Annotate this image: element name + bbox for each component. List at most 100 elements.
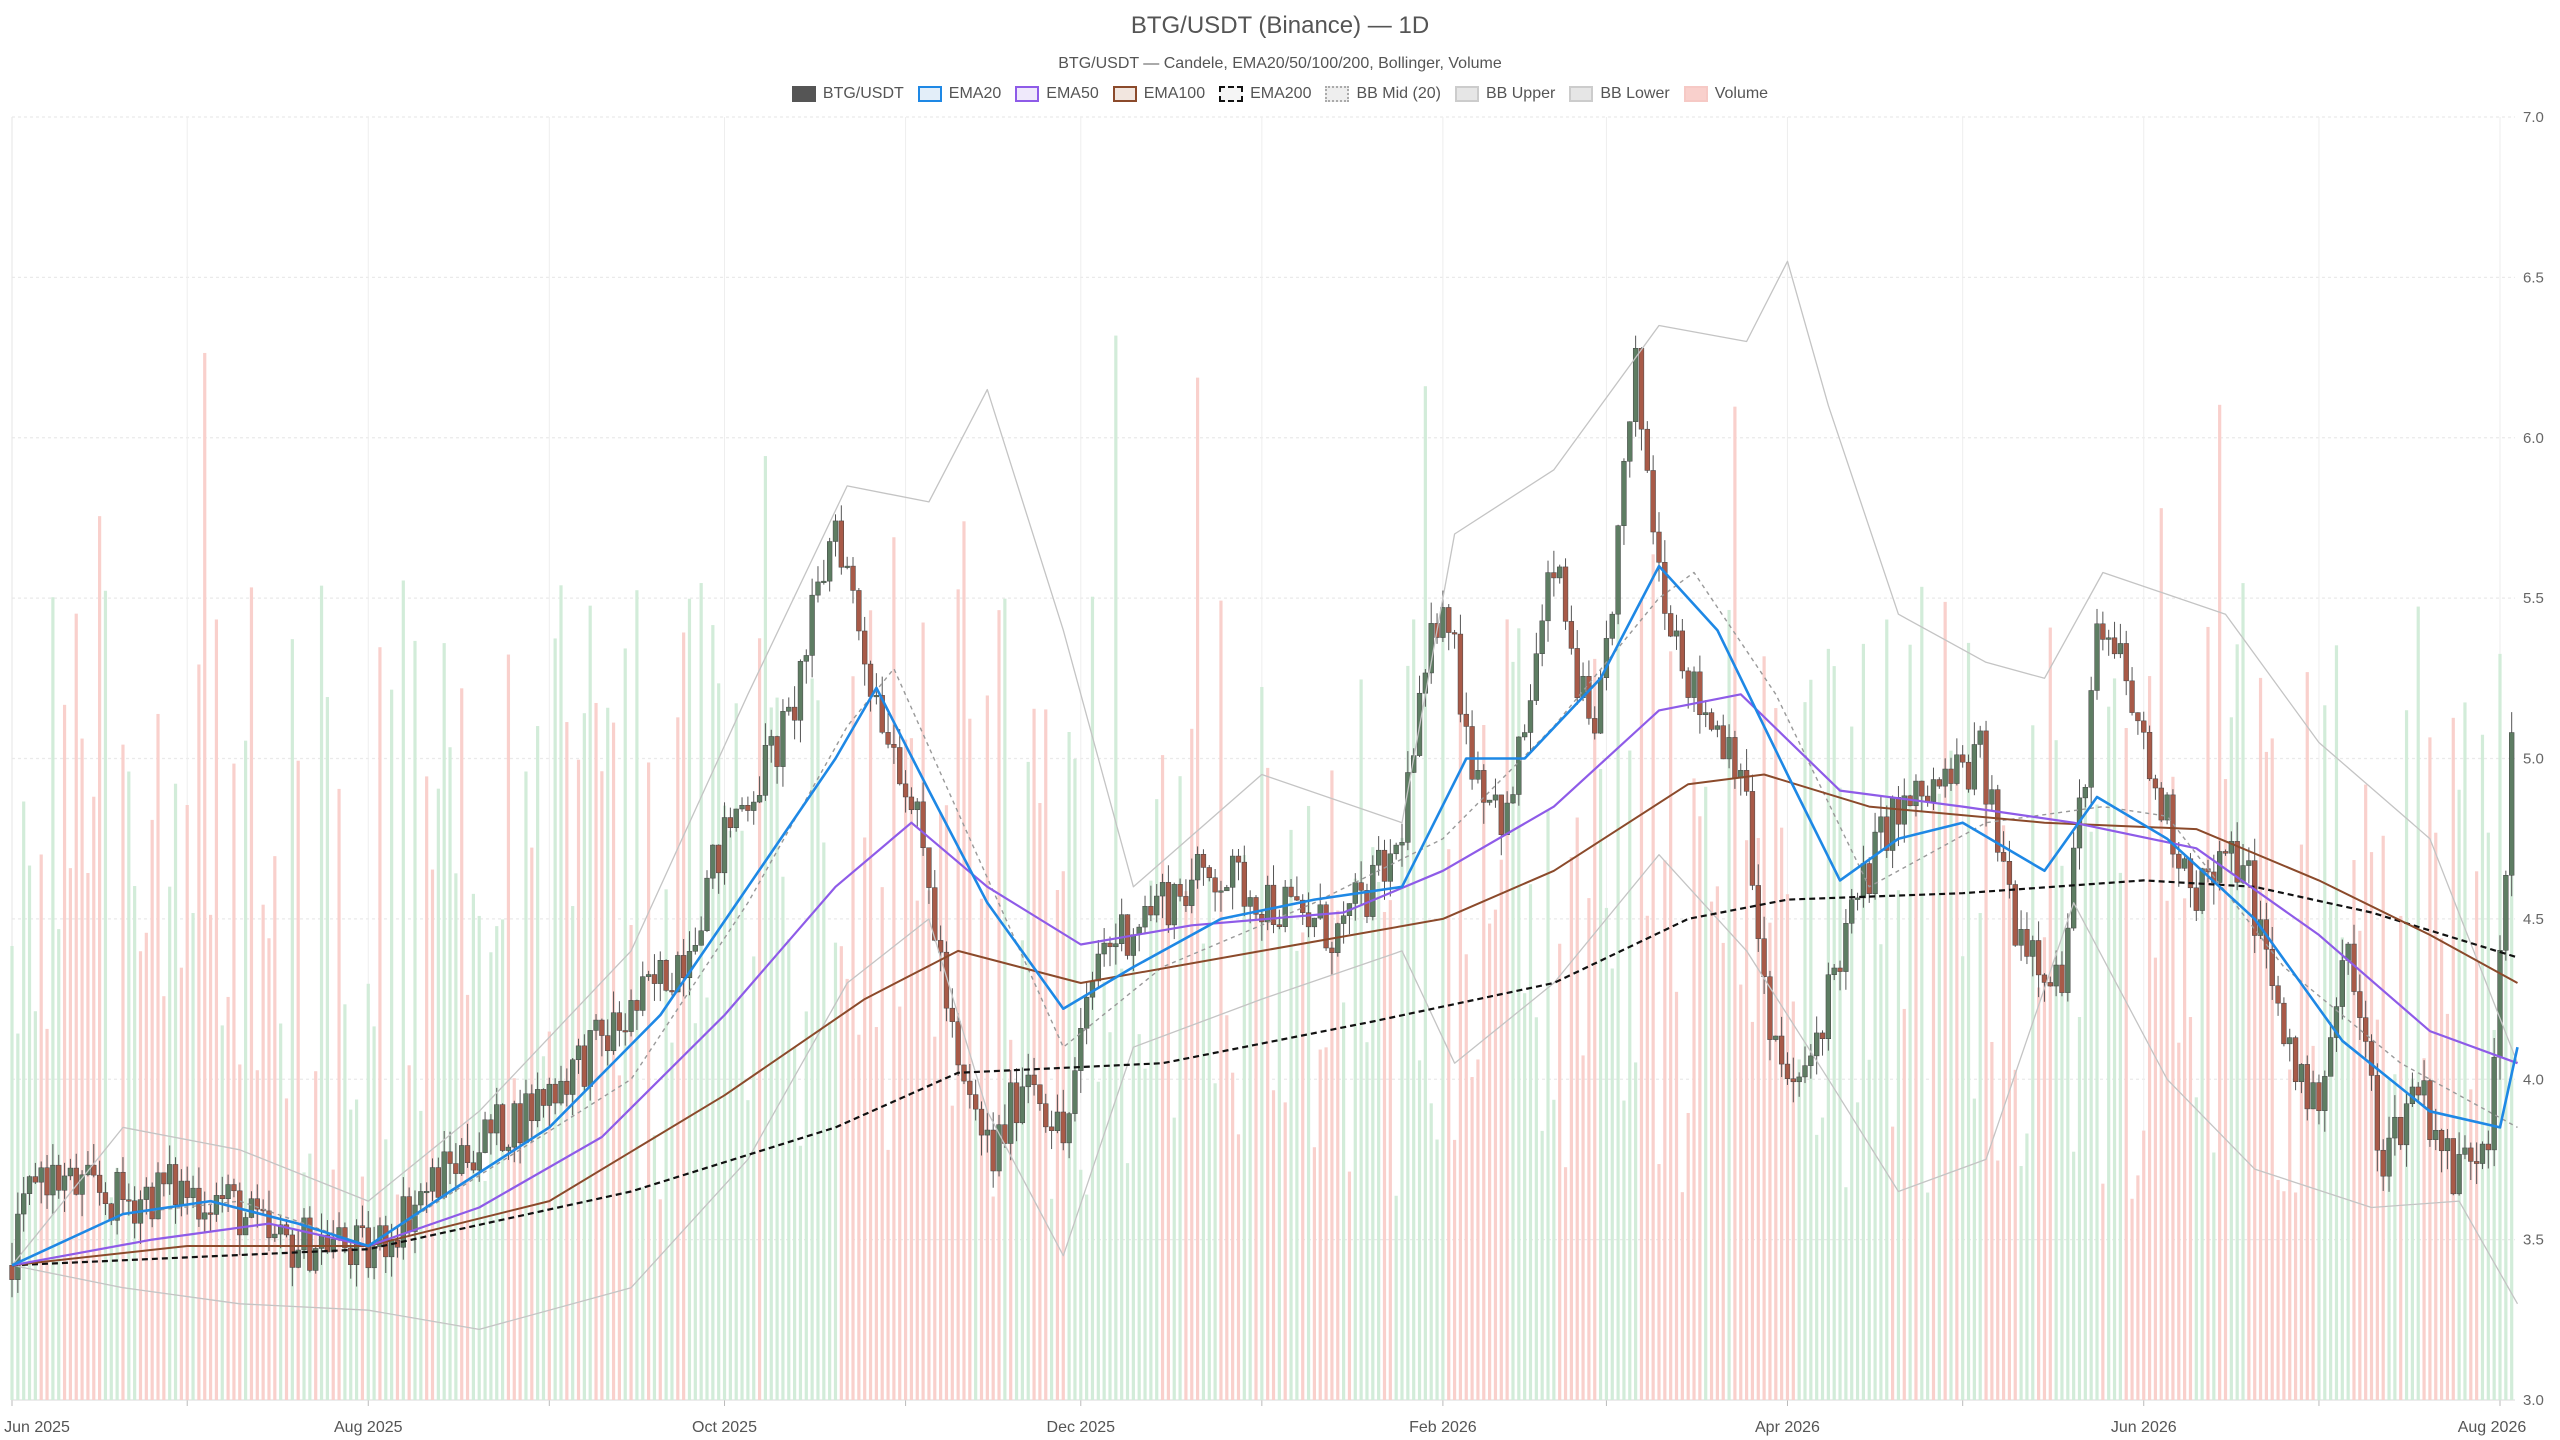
volume-bar <box>1663 860 1667 1400</box>
volume-bar <box>1295 950 1299 1400</box>
volume-bar <box>2375 1019 2379 1400</box>
volume-bar <box>956 589 960 1400</box>
legend-item[interactable]: EMA20 <box>917 85 1001 103</box>
candle-body <box>283 1224 290 1236</box>
volume-bar <box>693 1023 697 1400</box>
volume-bar <box>1604 907 1609 1400</box>
volume-bar <box>1902 1008 1906 1400</box>
volume-bar <box>1102 981 1106 1400</box>
candle-body <box>1200 854 1207 868</box>
legend-item[interactable]: EMA50 <box>1015 85 1099 103</box>
legend-swatch <box>1219 86 1244 102</box>
candle-body <box>599 1019 605 1036</box>
candle-body <box>2374 1075 2381 1151</box>
candle-body <box>756 795 763 803</box>
candle-body <box>1954 754 1960 784</box>
volume-bar <box>2299 844 2304 1400</box>
candle-body <box>91 1164 97 1176</box>
candle-body <box>1048 1126 1055 1131</box>
volume-bar <box>874 1027 878 1400</box>
x-tick-label: Aug 2025 <box>334 1419 403 1436</box>
candle-body <box>897 747 903 785</box>
legend-item[interactable]: BB Mid (20) <box>1325 85 1441 103</box>
candle-body <box>634 1000 640 1011</box>
candle-body <box>2438 1129 2445 1152</box>
volume-bar <box>325 697 329 1400</box>
volume-bar <box>1931 790 1936 1400</box>
candle-body <box>1632 348 1639 422</box>
volume-bar <box>425 776 429 1400</box>
candle-body <box>453 1163 459 1174</box>
volume-bar <box>2019 1166 2023 1400</box>
volume-bar <box>2504 940 2508 1400</box>
candle-body <box>1895 797 1902 825</box>
legend-swatch <box>1325 86 1350 102</box>
volume-bar <box>2013 1069 2017 1400</box>
candle-body <box>581 1045 588 1087</box>
volume-bar <box>1540 1130 1544 1400</box>
volume-bar <box>1838 787 1842 1400</box>
candle-body <box>114 1171 120 1221</box>
candle-body <box>2152 778 2159 789</box>
volume-bar <box>92 796 96 1400</box>
volume-bar <box>1809 679 1813 1400</box>
candle-body <box>1568 621 1575 649</box>
legend-item[interactable]: BTG/USDT <box>791 85 904 103</box>
candle-body <box>1218 890 1224 893</box>
volume-bar <box>150 819 154 1400</box>
volume-bar <box>752 956 756 1400</box>
volume-bar <box>1014 1111 1019 1400</box>
legend-item[interactable]: Volume <box>1683 85 1768 103</box>
candle-body <box>2485 1143 2491 1151</box>
candle-body <box>1381 849 1388 882</box>
candle-body <box>1270 884 1277 925</box>
volume-bar <box>2253 866 2257 1400</box>
volume-bar <box>2410 1078 2414 1400</box>
candle-body <box>1989 789 1995 805</box>
x-tick-label: Dec 2025 <box>1047 1419 1116 1436</box>
candle-body <box>1732 737 1738 779</box>
volume-bar <box>1943 601 1947 1400</box>
volume-bar <box>600 771 604 1400</box>
legend-item[interactable]: EMA100 <box>1112 85 1205 103</box>
candle-body <box>908 796 915 811</box>
volume-bar <box>898 1006 902 1400</box>
volume-bar <box>1306 805 1311 1400</box>
candle-body <box>2339 960 2345 1007</box>
legend-item[interactable]: BB Lower <box>1569 85 1670 103</box>
candle-body <box>984 1129 990 1136</box>
candle-body <box>2199 868 2205 911</box>
volume-bar <box>1476 1059 1480 1400</box>
volume-bar <box>1096 1081 1100 1400</box>
volume-bar <box>2276 1179 2280 1400</box>
volume-bar <box>1581 1055 1585 1400</box>
volume-bar <box>857 1034 861 1400</box>
candle-body <box>517 1103 523 1144</box>
candle-body <box>739 804 745 810</box>
candle-body <box>207 1212 214 1215</box>
volume-bar <box>1926 1192 1930 1400</box>
legend-swatch <box>1569 86 1594 102</box>
candle-body <box>1247 897 1253 907</box>
candle-body <box>2071 847 2077 929</box>
volume-bar <box>1289 829 1293 1400</box>
candle-body <box>692 945 698 952</box>
candle-body <box>213 1195 220 1215</box>
candle-body <box>2386 1137 2392 1177</box>
candle-body <box>862 630 868 665</box>
volume-bar <box>1137 1034 1141 1400</box>
legend-item[interactable]: EMA200 <box>1219 85 1311 103</box>
candle-body <box>815 581 821 596</box>
volume-bar <box>1482 725 1486 1400</box>
candle-body <box>2006 861 2013 885</box>
candle-body <box>1662 562 1668 614</box>
legend-item[interactable]: BB Upper <box>1454 85 1555 103</box>
volume-bar <box>1558 943 1562 1400</box>
candle-body <box>780 711 786 767</box>
candle-body <box>2000 852 2007 862</box>
volume-bar <box>1704 786 1708 1400</box>
candle-body <box>716 844 722 874</box>
candle-body <box>710 844 716 879</box>
series-line-ema50 <box>11 693 2518 1267</box>
candle-body <box>803 655 809 662</box>
